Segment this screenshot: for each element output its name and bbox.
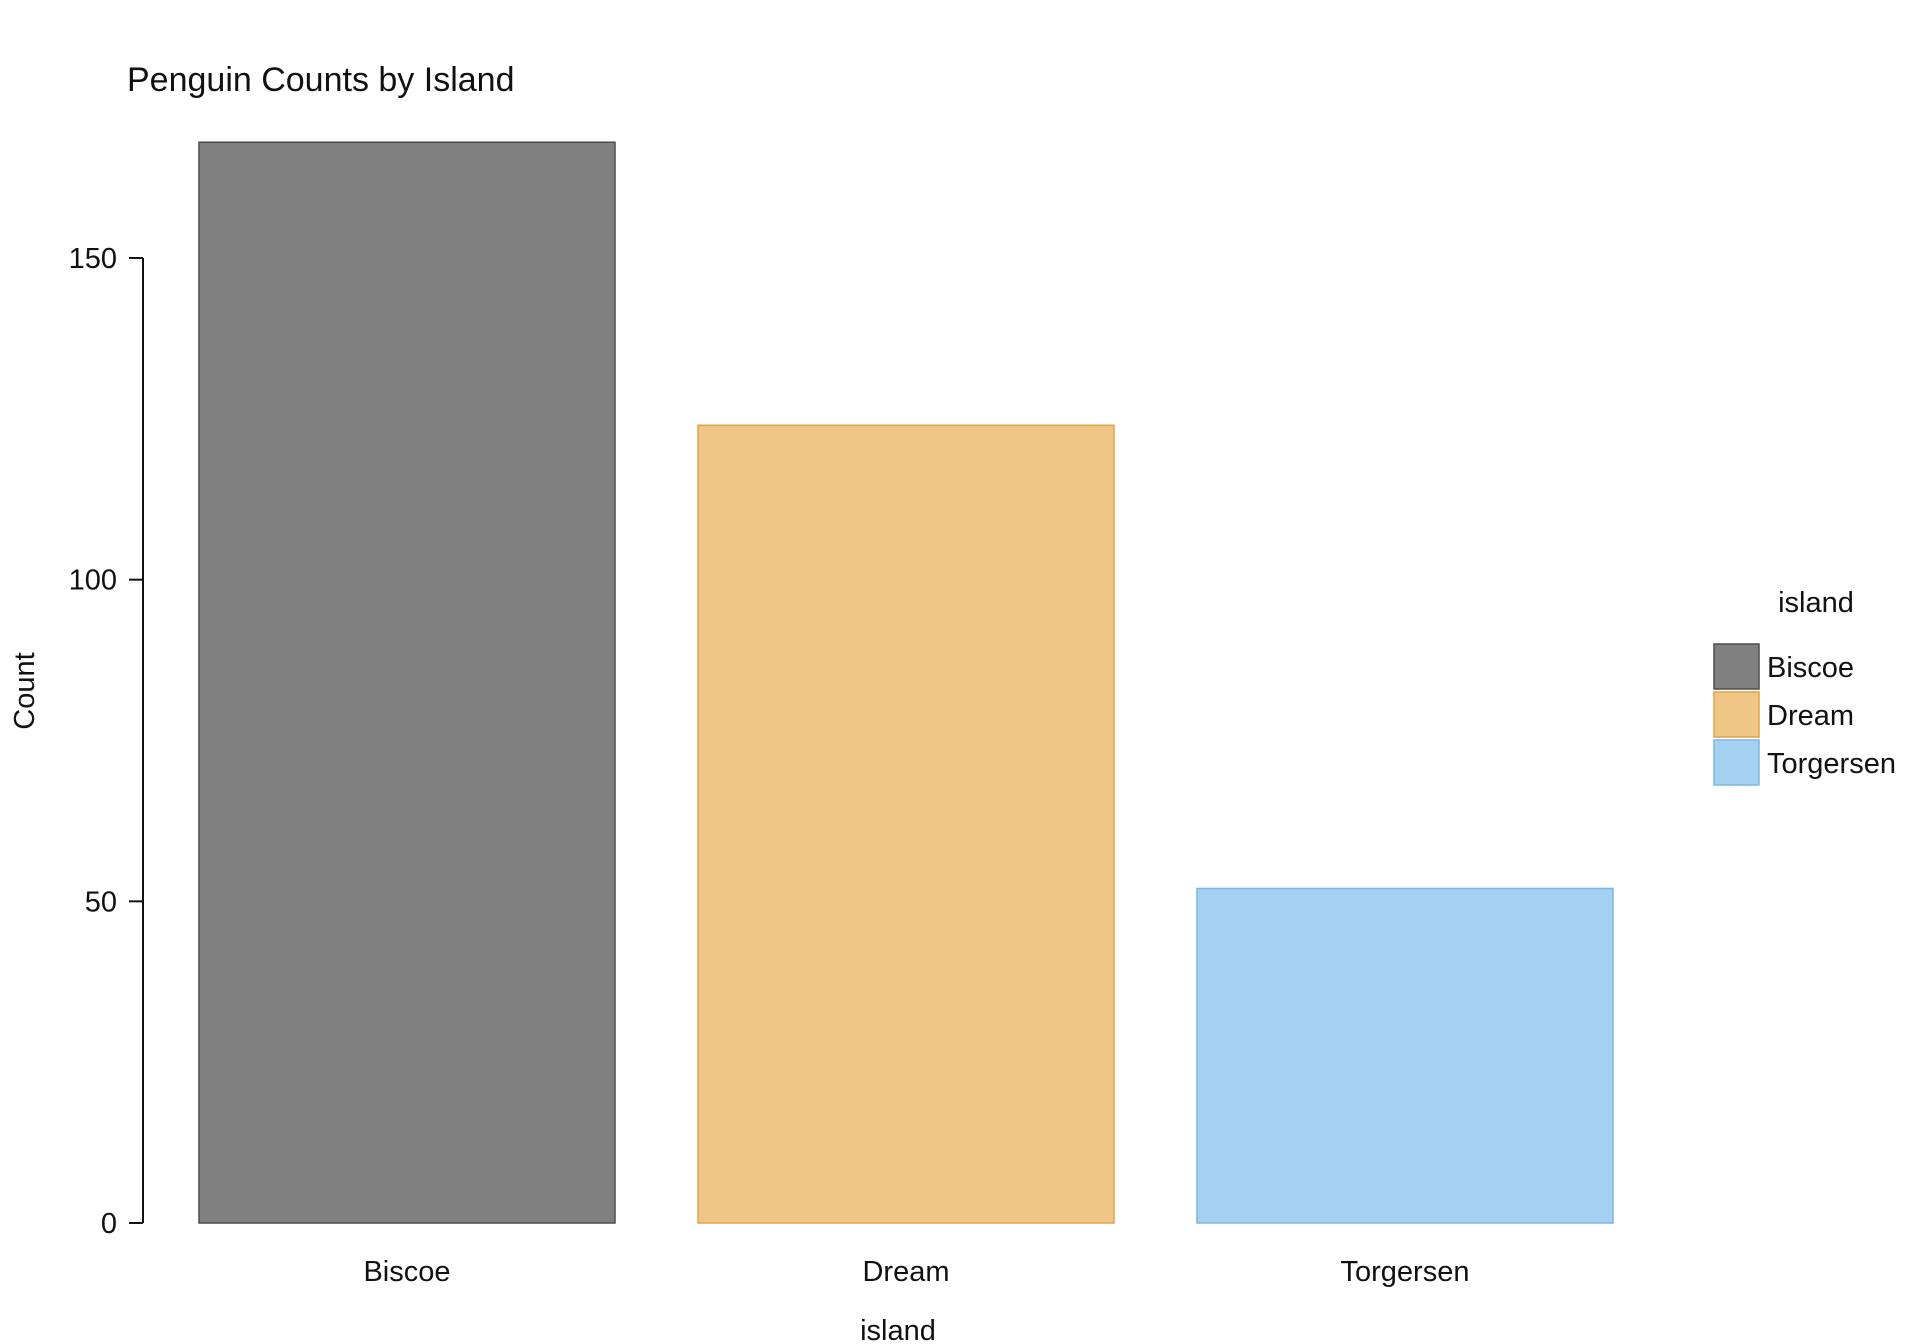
- legend-label-torgersen: Torgersen: [1767, 748, 1896, 780]
- y-axis-title: Count: [9, 652, 41, 729]
- x-axis: Biscoe Dream Torgersen: [363, 1256, 1469, 1288]
- legend-label-biscoe: Biscoe: [1767, 652, 1854, 684]
- legend-title: island: [1778, 587, 1854, 619]
- y-axis: 0 50 100 150: [69, 243, 144, 1240]
- y-tick-label: 100: [69, 565, 117, 597]
- bar-dream: [697, 424, 1115, 1224]
- y-tick-label: 0: [101, 1208, 117, 1240]
- x-tick-label: Biscoe: [363, 1256, 450, 1288]
- bar-torgersen: [1196, 887, 1614, 1224]
- x-tick-label: Torgersen: [1341, 1256, 1470, 1288]
- chart-title: Penguin Counts by Island: [127, 61, 514, 99]
- bar-biscoe: [198, 141, 616, 1224]
- bars: [198, 141, 1614, 1224]
- legend-swatch-torgersen: [1713, 739, 1760, 786]
- y-tick-label: 50: [85, 886, 117, 918]
- y-tick-label: 150: [69, 243, 117, 275]
- legend-swatch-biscoe: [1713, 643, 1760, 690]
- legend-swatch-dream: [1713, 691, 1760, 738]
- legend-label-dream: Dream: [1767, 700, 1854, 732]
- x-axis-title: island: [860, 1315, 936, 1344]
- x-tick-label: Dream: [862, 1256, 949, 1288]
- legend: island Biscoe Dream Torgersen: [1713, 587, 1896, 786]
